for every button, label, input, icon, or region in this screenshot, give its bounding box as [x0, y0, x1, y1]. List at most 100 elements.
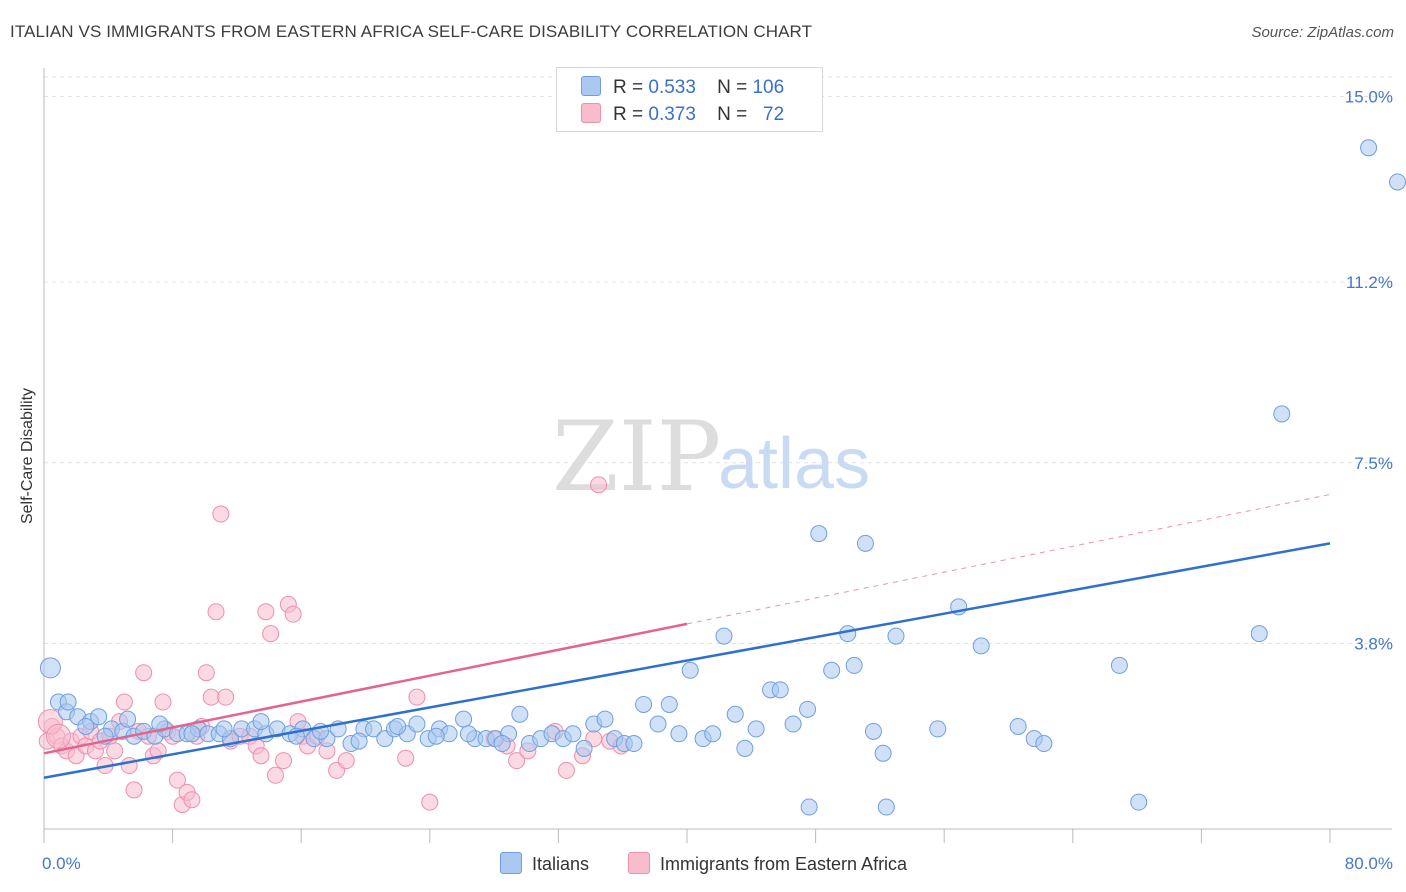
data-point-eastern-africa — [262, 625, 280, 643]
legend-r-label: R = — [613, 77, 644, 98]
data-point-eastern-africa — [421, 793, 439, 811]
watermark-atlas: atlas — [718, 424, 870, 504]
data-point-italians — [596, 710, 614, 728]
data-point-italians — [810, 525, 828, 543]
data-point-italians — [408, 715, 426, 733]
data-point-italians — [800, 798, 818, 816]
data-point-italians — [1035, 735, 1053, 753]
data-point-eastern-africa — [508, 752, 526, 770]
legend-n-label: N = — [717, 77, 748, 98]
data-point-italians — [877, 798, 895, 816]
data-point-italians — [726, 705, 744, 723]
data-point-italians — [511, 705, 529, 723]
data-point-eastern-africa — [284, 605, 302, 623]
y-tick-label: 3.8% — [1354, 634, 1393, 653]
axes — [43, 68, 1392, 843]
x-tick-label: 80.0% — [1345, 854, 1393, 873]
trend-line-eastern-africa — [43, 622, 688, 755]
data-point-italians — [77, 717, 95, 735]
data-point-italians — [972, 637, 990, 655]
data-point-eastern-africa — [257, 603, 275, 621]
data-point-eastern-africa — [125, 781, 143, 799]
trend-lines — [43, 494, 1331, 779]
data-point-italians — [715, 627, 733, 645]
data-point-italians — [575, 739, 593, 757]
legend-r-value: 0.533 — [648, 77, 696, 98]
data-point-italians — [681, 661, 699, 679]
data-point-eastern-africa — [115, 693, 133, 711]
data-point-eastern-africa — [217, 688, 235, 706]
bottom-legend-italians[interactable]: Italians — [500, 852, 589, 875]
data-point-italians — [389, 717, 407, 735]
data-point-eastern-africa — [212, 505, 230, 523]
legend-n-label: N = — [717, 104, 748, 125]
data-point-italians — [635, 695, 653, 713]
data-point-italians — [59, 693, 77, 711]
data-point-italians — [455, 710, 473, 728]
data-point-italians — [350, 732, 368, 750]
y-tick-label: 7.5% — [1354, 454, 1393, 473]
data-point-italians — [427, 727, 445, 745]
legend-row-eastern-africa: R = 0.373 N = 72 — [581, 103, 784, 126]
data-point-eastern-africa — [197, 664, 215, 682]
bottom-legend-label: Italians — [532, 854, 590, 874]
watermark-zip: ZIP — [552, 401, 721, 513]
watermark: ZIP atlas — [552, 401, 870, 513]
data-point-italians — [252, 713, 270, 731]
legend-swatch-blue — [581, 76, 601, 96]
bottom-legend-swatch-pink — [628, 852, 650, 874]
data-point-italians — [845, 656, 863, 674]
series-italians-points — [39, 139, 1406, 816]
legend-n-value: 72 — [763, 104, 785, 125]
data-point-italians — [1110, 656, 1128, 674]
chart-title: ITALIAN VS IMMIGRANTS FROM EASTERN AFRIC… — [10, 22, 813, 41]
data-point-italians — [493, 735, 511, 753]
correlation-legend: R = 0.533 N = 106 R = 0.373 N = 72 — [556, 67, 823, 132]
legend-r-label: R = — [613, 104, 644, 125]
bottom-legend-eastern-africa[interactable]: Immigrants from Eastern Africa — [628, 852, 907, 875]
data-point-italians — [736, 739, 754, 757]
data-point-eastern-africa — [337, 752, 355, 770]
data-point-italians — [1130, 793, 1148, 811]
data-point-italians — [799, 700, 817, 718]
data-point-eastern-africa — [45, 723, 71, 749]
y-tick-label: 11.2% — [1346, 273, 1393, 292]
data-point-italians — [90, 708, 108, 726]
data-point-italians — [874, 744, 892, 762]
data-point-eastern-africa — [135, 664, 153, 682]
bottom-legend-label: Immigrants from Eastern Africa — [660, 854, 908, 874]
data-point-eastern-africa — [252, 747, 270, 765]
source-credit: Source: ZipAtlas.com — [1251, 24, 1394, 41]
data-point-eastern-africa — [397, 749, 415, 767]
data-point-italians — [564, 725, 582, 743]
data-point-italians — [704, 725, 722, 743]
data-point-italians — [864, 722, 882, 740]
legend-row-italians: R = 0.533 N = 106 — [581, 76, 784, 99]
data-point-eastern-africa — [408, 688, 426, 706]
data-point-italians — [887, 627, 905, 645]
y-tick-label: 15.0% — [1345, 88, 1393, 107]
data-point-eastern-africa — [106, 742, 124, 760]
legend-n-value: 106 — [752, 77, 785, 98]
data-point-italians — [823, 661, 841, 679]
trend-line-eastern-africa-extension — [686, 494, 1331, 625]
data-point-italians — [670, 725, 688, 743]
data-point-eastern-africa — [275, 752, 293, 770]
data-point-italians — [215, 720, 233, 738]
data-point-eastern-africa — [183, 791, 201, 809]
data-point-italians — [856, 534, 874, 552]
trend-line-italians — [43, 542, 1331, 779]
data-point-italians — [183, 725, 201, 743]
data-point-italians — [1389, 173, 1406, 191]
data-point-italians — [625, 735, 643, 753]
data-point-italians — [459, 725, 477, 743]
data-point-italians — [1360, 139, 1378, 157]
data-point-italians — [649, 715, 667, 733]
data-point-italians — [929, 720, 947, 738]
data-point-italians — [784, 715, 802, 733]
data-point-eastern-africa — [207, 603, 225, 621]
bottom-legend-swatch-blue — [500, 852, 522, 874]
data-point-italians — [39, 657, 61, 679]
gridlines — [44, 76, 1392, 644]
